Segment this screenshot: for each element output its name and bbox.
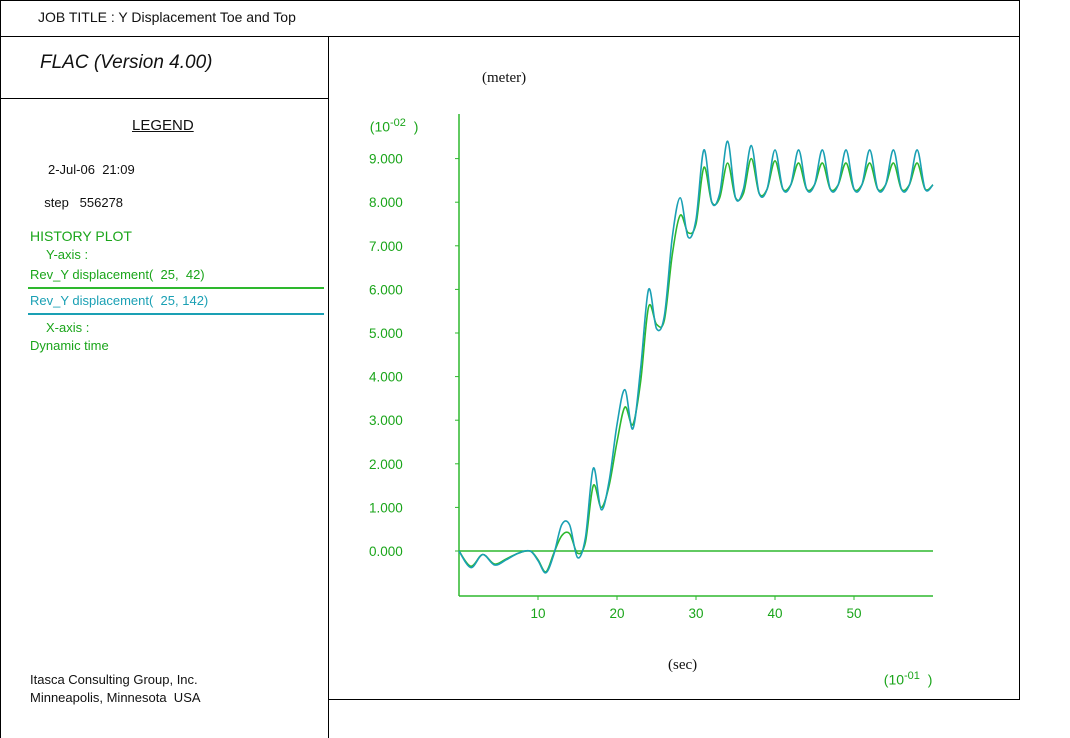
legend-series-2-line [28,313,324,315]
y-multiplier: (10-02 ) [362,101,419,135]
y-multiplier-close: ) [413,118,419,135]
y-tick-label: 8.000 [369,195,403,210]
frame-panel-divider [328,36,329,738]
job-title: JOB TITLE : Y Displacement Toe and Top [38,9,296,25]
y-axis-unit: (meter) [482,70,527,86]
y-multiplier-base: (10 [369,118,391,135]
x-multiplier-exp: -01 [904,670,920,682]
program-name: FLAC (Version 4.00) [40,52,213,73]
y-tick-label: 1.000 [369,500,403,515]
step-value: 556278 [79,195,124,210]
legend-series-1: Rev_Y displacement( 25, 42) [30,267,205,282]
series-line-1 [458,157,934,573]
x-axis-unit: (sec) [668,657,698,673]
x-tick-label: 30 [688,606,703,621]
y-tick-label: 4.000 [369,370,403,385]
frame-top [0,0,1020,1]
y-tick-label: 3.000 [369,413,403,428]
x-tick-label: 10 [530,606,545,621]
x-tick-label: 50 [846,606,861,621]
frame-plot-bottom [328,699,1020,700]
x-axis-quantity: Dynamic time [30,338,109,353]
x-axis-label: X-axis : [46,320,90,335]
company-location: Minneapolis, Minnesota USA [30,690,201,705]
legend-date: 2-Jul-06 21:09 [48,162,135,177]
x-multiplier-close: ) [927,671,933,688]
plot-type: HISTORY PLOT [30,228,132,244]
frame-title-separator [0,36,1020,37]
x-multiplier: (10-01 ) [876,654,933,688]
y-tick-label: 9.000 [369,152,403,167]
y-tick-label: 2.000 [369,457,403,472]
series-line-2 [458,140,934,574]
company-name: Itasca Consulting Group, Inc. [30,672,198,687]
legend-heading: LEGEND [132,117,194,134]
x-tick-label: 20 [609,606,624,621]
y-tick-label: 5.000 [369,326,403,341]
y-multiplier-exp: -02 [390,117,406,129]
x-tick-label: 40 [767,606,782,621]
frame-left [0,0,1,738]
legend-series-2: Rev_Y displacement( 25, 142) [30,293,209,308]
y-axis-label: Y-axis : [46,247,89,262]
legend-step: step 556278 [37,180,123,210]
y-tick-label: 7.000 [369,239,403,254]
step-label: step [44,195,69,210]
y-tick-label: 0.000 [369,544,403,559]
legend-series-1-line [28,287,324,289]
y-tick-label: 6.000 [369,282,403,297]
x-multiplier-base: (10 [883,671,905,688]
frame-program-separator [0,98,329,99]
frame-right [1019,0,1020,700]
